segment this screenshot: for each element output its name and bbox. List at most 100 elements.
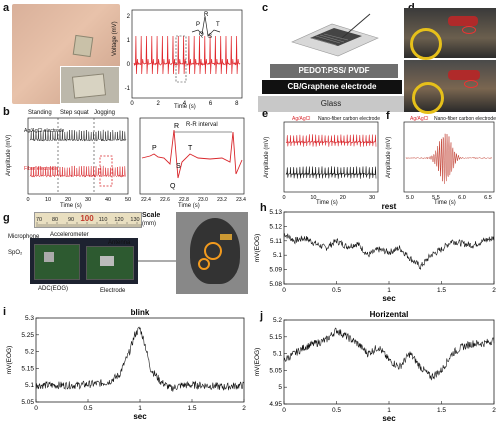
x-tick-label: 20 xyxy=(340,195,346,201)
y-tick-label: 5.13 xyxy=(269,209,282,216)
y-tick-label: 5.05 xyxy=(269,367,282,374)
legend-e-nano: Nano-fiber carbon electrode xyxy=(318,116,380,122)
x-tick-label: 0.5 xyxy=(332,407,341,414)
agcl-trace xyxy=(29,129,127,142)
plot-frame xyxy=(139,117,245,195)
x-tick-label: 0 xyxy=(282,287,286,294)
y-tick-label: 5 xyxy=(278,384,282,391)
y-tick-label: 4.95 xyxy=(269,401,282,408)
electrode-device-illustration xyxy=(291,13,379,57)
chart-e-xlabel: Time (s) xyxy=(316,200,338,206)
label-spo2: SpO₂ xyxy=(8,250,23,256)
ecg-chart-b: 0 10 20 30 40 50 xyxy=(26,117,131,203)
label-microphone: Microphone xyxy=(8,234,40,240)
x-tick-label: 0 xyxy=(26,197,29,203)
y-tick-label: 5.12 xyxy=(269,223,282,230)
ruler-number: 100 xyxy=(80,214,94,223)
x-tick-label: 8 xyxy=(235,101,239,107)
legend-e-agcl: Ag/AgCl xyxy=(292,116,311,122)
data-series-line xyxy=(35,326,245,392)
x-tick-label: 4 xyxy=(183,101,187,107)
ruler-number: 90 xyxy=(68,217,74,223)
y-tick-label: 5.08 xyxy=(269,281,282,288)
x-tick-label: 0 xyxy=(282,407,286,414)
ecg-chart-f: 5.0 5.5 6.0 6.5 xyxy=(403,121,495,201)
x-tick-label: 2 xyxy=(492,407,496,414)
y-tick-label: 5.25 xyxy=(21,332,34,339)
y-tick-label: 5.1 xyxy=(273,252,282,259)
y-tick-label: 5.1 xyxy=(25,382,34,389)
data-series-line xyxy=(283,327,495,381)
x-tick-label: 1 xyxy=(138,405,142,412)
x-tick-label: 0 xyxy=(34,405,38,412)
chart-title: rest xyxy=(382,202,397,211)
x-tick-label: 10 xyxy=(45,197,51,203)
y-tick-label: 5.15 xyxy=(21,365,34,372)
panel-label-e: e xyxy=(262,108,269,120)
x-tick-label: 1 xyxy=(387,407,391,414)
chart-e-ylabel: Amplitude (mV) xyxy=(264,136,270,178)
y-axis-label: mV(EOG) xyxy=(254,348,261,377)
peak-label-s: S xyxy=(208,34,212,40)
x-tick-label: 0 xyxy=(130,101,134,107)
section-jogging: Jogging xyxy=(94,110,116,116)
data-series-line xyxy=(283,233,495,271)
ecg-chart-a: 0 2 4 6 8 -1 0 1 2 RP T Q S xyxy=(125,9,243,107)
section-step-squat: Step squat xyxy=(60,110,89,116)
panel-label-g: g xyxy=(3,212,10,224)
x-tick-label: 2 xyxy=(157,101,161,107)
y-tick-label: 5.11 xyxy=(270,238,283,245)
ruler-number: 120 xyxy=(114,217,123,223)
y-axis-label: mV(EOG) xyxy=(6,346,13,375)
x-tick-label: 6 xyxy=(209,101,213,107)
ruler-number: 70 xyxy=(36,217,42,223)
ecg-trace xyxy=(133,35,241,75)
x-tick-label: 20 xyxy=(65,197,71,203)
fiber-trace xyxy=(29,165,127,178)
mannequin-head-photo xyxy=(176,212,248,294)
zoom-peak-r: R xyxy=(174,123,179,130)
legend-f-nano: Nano-fiber carbon electrode xyxy=(434,116,496,122)
y-tick-label: 5.1 xyxy=(273,351,282,358)
layer-cb-graphene: CB/Graphene electrode xyxy=(262,80,402,94)
legend-fiber: Fiber electrode xyxy=(24,166,58,172)
x-tick-label: 6.5 xyxy=(484,195,492,201)
x-tick-label: 23.2 xyxy=(217,197,227,203)
y-tick-label: 5.3 xyxy=(25,315,34,322)
sensor-patch-on-arm xyxy=(72,34,94,58)
x-axis-label: sec xyxy=(133,412,147,421)
x-tick-label: 2 xyxy=(492,287,496,294)
x-tick-label: 50 xyxy=(125,197,131,203)
chart-bz-xlabel: Time (s) xyxy=(178,203,200,209)
eog-chart-blink: blink 0 0.5 1 1.5 2 5.05 5.1 5.15 5.2 5.25 5.3 sec mV… xyxy=(6,308,246,421)
scale-unit: (mm) xyxy=(142,221,156,227)
arm-photo xyxy=(12,4,120,104)
zoom-peak-p: P xyxy=(152,145,157,152)
agcl-trace xyxy=(285,134,377,147)
eog-chart-rest: rest 0 0.5 1 1.5 2 5.08 5.09 5.1 5.11 5.12 5.13 sec m… xyxy=(254,202,496,303)
peak-label-t: T xyxy=(216,22,220,28)
ecg-chart-e: 0 10 20 30 xyxy=(282,121,379,201)
y-tick-label: 0 xyxy=(127,62,131,68)
nanofiber-trace xyxy=(285,166,377,179)
ruler-number: 110 xyxy=(99,217,108,223)
zoom-box xyxy=(175,35,187,83)
ruler-number: 130 xyxy=(130,217,139,223)
ecg-inset-wave xyxy=(191,15,221,37)
x-tick-label: 30 xyxy=(85,197,91,203)
panel-label-c: c xyxy=(262,2,269,14)
y-tick-label: 5.15 xyxy=(269,334,282,341)
label-antenna: Antenna xyxy=(108,240,131,246)
label-electrode: Electrode xyxy=(100,288,126,294)
plot-frame xyxy=(35,317,245,403)
ruler-number: 80 xyxy=(52,217,58,223)
x-tick-label: 40 xyxy=(105,197,111,203)
chart-a-ylabel: Voltage (mV) xyxy=(112,21,118,56)
plot-frame xyxy=(27,117,129,195)
burst-trace xyxy=(405,133,493,184)
chart-a-xlabel: Time (s) xyxy=(174,104,196,110)
panel-label-b: b xyxy=(3,106,10,118)
x-tick-label: 1.5 xyxy=(437,287,446,294)
y-tick-label: 5.2 xyxy=(25,349,34,356)
chart-title: Horizental xyxy=(370,310,409,319)
